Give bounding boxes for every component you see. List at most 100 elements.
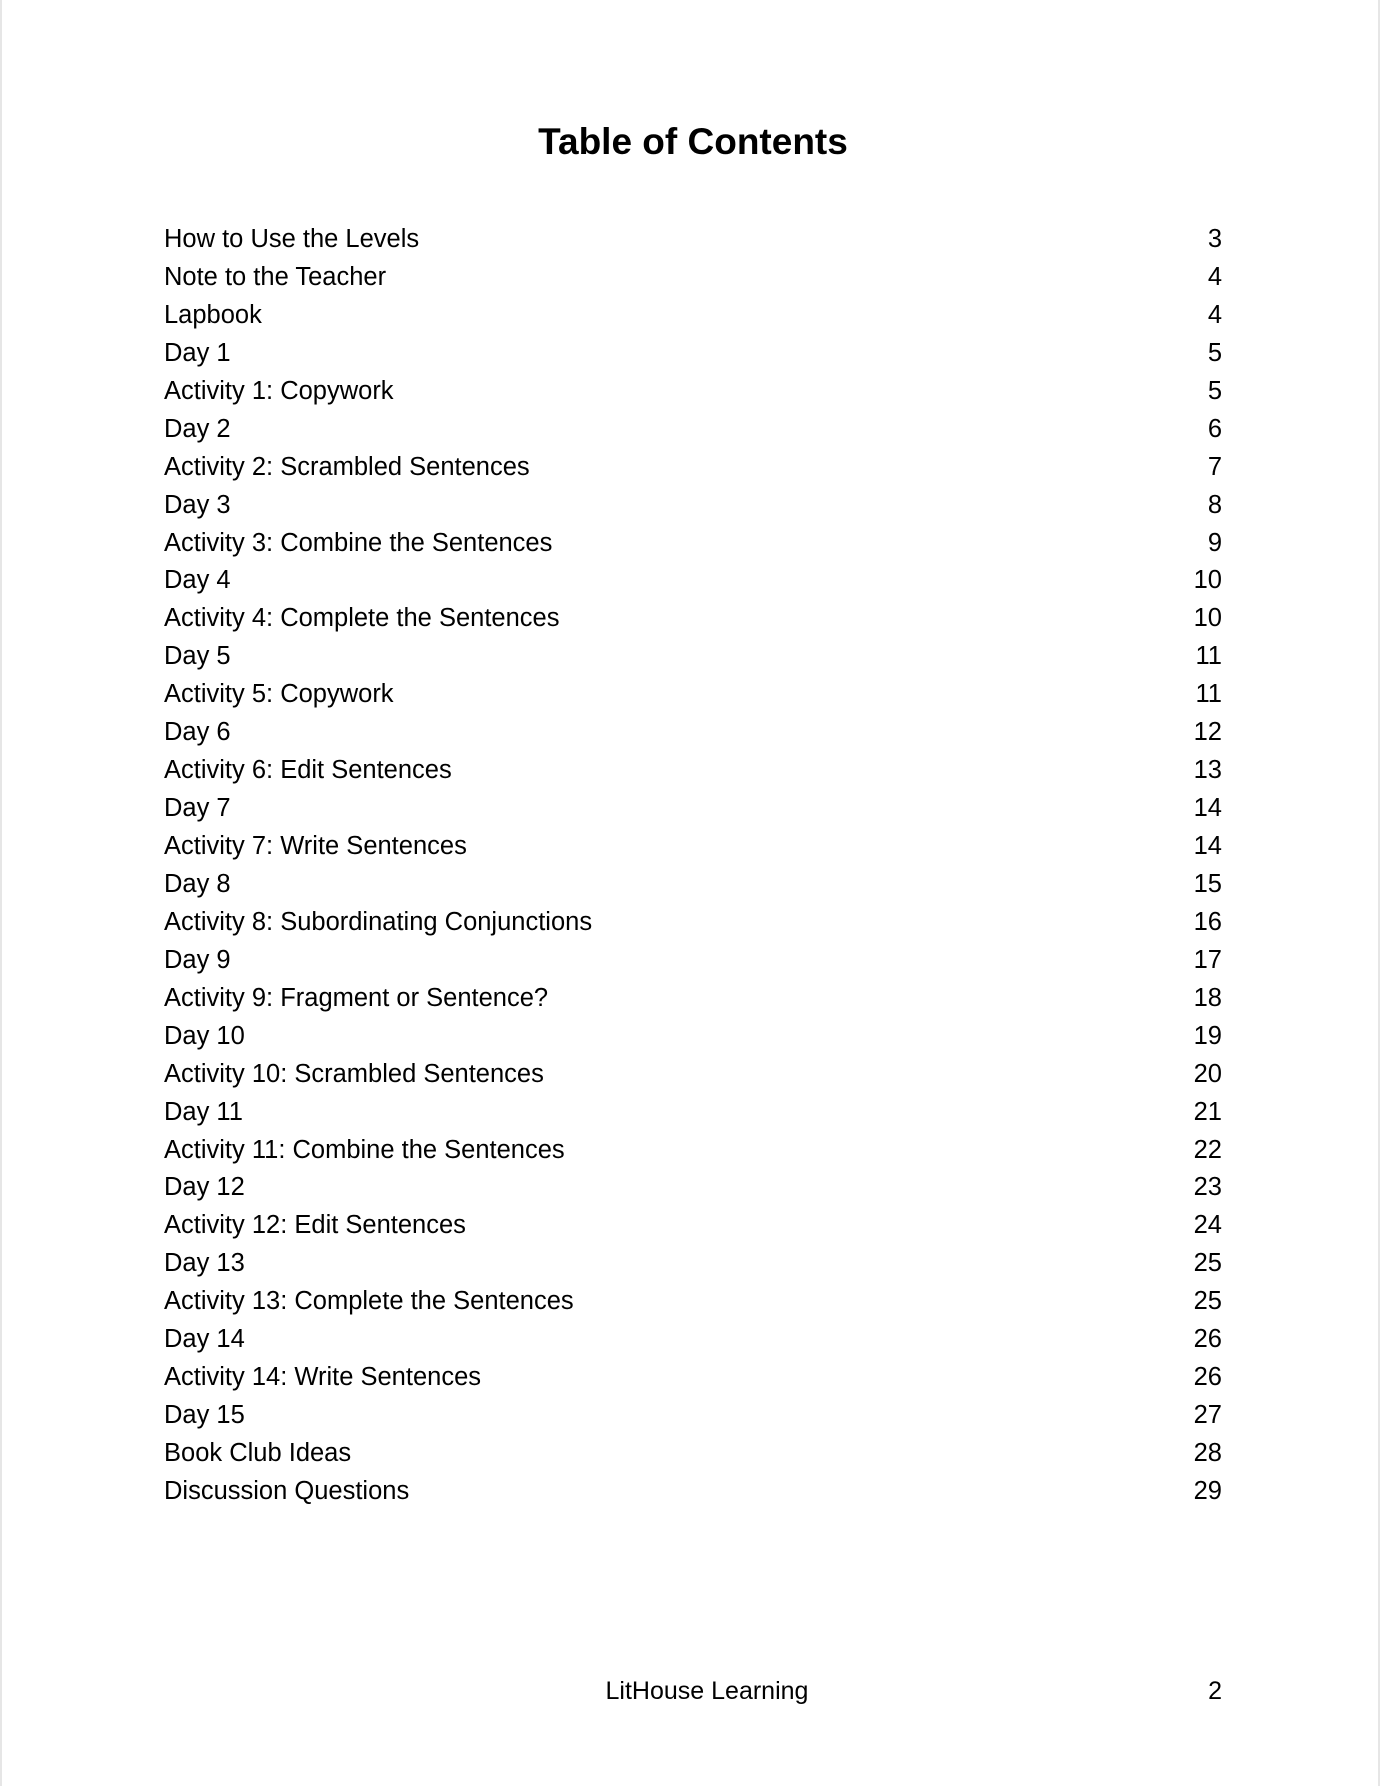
toc-entry: Note to the Teacher 4: [164, 258, 1222, 296]
toc-entry: Day 12 23: [164, 1168, 1222, 1206]
toc-entry-label: Activity 9: Fragment or Sentence?: [164, 983, 549, 1012]
footer-page-number: 2: [1208, 1677, 1222, 1705]
toc-entry-page: 19: [1193, 1021, 1222, 1050]
toc-entry: Day 10 19: [164, 1017, 1222, 1055]
toc-entry-page: 20: [1193, 1059, 1222, 1088]
toc-entry: Activity 12: Edit Sentences 24: [164, 1206, 1222, 1244]
toc-entry-page: 26: [1193, 1363, 1222, 1392]
toc-entry-page: 7: [1207, 452, 1222, 481]
toc-entry-label: Day 13: [164, 1249, 245, 1278]
toc-entry-page: 25: [1193, 1287, 1222, 1316]
toc-entry: Day 9 17: [164, 941, 1222, 979]
toc-entry-page: 24: [1193, 1211, 1222, 1240]
toc-entry-label: Day 12: [164, 1173, 245, 1202]
toc-entry-label: Activity 6: Edit Sentences: [164, 756, 452, 785]
toc-entry-label: Day 8: [164, 869, 231, 898]
toc-entry: Activity 11: Combine the Sentences 22: [164, 1131, 1222, 1169]
toc-entry-page: 10: [1193, 604, 1222, 633]
toc-entry-label: Activity 3: Combine the Sentences: [164, 528, 553, 557]
toc-entry-page: 4: [1207, 300, 1222, 329]
toc-entry: Day 3 8: [164, 486, 1222, 524]
toc-entry-page: 25: [1193, 1249, 1222, 1278]
toc-entry-label: Day 6: [164, 718, 231, 747]
toc-entry-label: Day 9: [164, 945, 231, 974]
toc-entry: Activity 8: Subordinating Conjunctions 16: [164, 903, 1222, 941]
toc-entry-page: 16: [1193, 907, 1222, 936]
toc-entry-label: Activity 12: Edit Sentences: [164, 1211, 466, 1240]
toc-entry: Activity 6: Edit Sentences 13: [164, 751, 1222, 789]
toc-entry: Activity 10: Scrambled Sentences 20: [164, 1055, 1222, 1093]
toc-entry: Day 1 5: [164, 334, 1222, 372]
toc-entry-page: 27: [1193, 1401, 1222, 1430]
toc-entry: Activity 14: Write Sentences 26: [164, 1358, 1222, 1396]
toc-entry-label: Activity 13: Complete the Sentences: [164, 1287, 574, 1316]
toc-entry-page: 11: [1195, 680, 1222, 709]
toc-entry-label: Lapbook: [164, 300, 262, 329]
toc-entry-label: Activity 2: Scrambled Sentences: [164, 452, 530, 481]
toc-entry: Activity 13: Complete the Sentences 25: [164, 1282, 1222, 1320]
toc-entry-page: 5: [1207, 338, 1222, 367]
toc-entry: Activity 9: Fragment or Sentence? 18: [164, 979, 1222, 1017]
toc-entry-label: Day 4: [164, 566, 231, 595]
toc-entry-label: Day 15: [164, 1401, 245, 1430]
toc-entry-label: Activity 11: Combine the Sentences: [164, 1135, 565, 1164]
toc-entry-label: Activity 1: Copywork: [164, 376, 394, 405]
toc-entry-label: Activity 4: Complete the Sentences: [164, 604, 560, 633]
toc-entry-label: Book Club Ideas: [164, 1439, 352, 1467]
toc-entry-label: Day 14: [164, 1325, 245, 1354]
toc-entry: Activity 4: Complete the Sentences 10: [164, 599, 1222, 637]
toc-entry-page: 29: [1193, 1476, 1222, 1505]
toc-entry-page: 6: [1207, 414, 1222, 443]
toc-entry: Day 4 10: [164, 561, 1222, 599]
toc-entry-label: Activity 8: Subordinating Conjunctions: [164, 907, 593, 936]
toc-entry-page: 26: [1193, 1325, 1222, 1354]
toc-entry-page: 23: [1193, 1173, 1222, 1202]
toc-entry-label: How to Use the Levels: [164, 225, 420, 253]
toc-entry-page: 14: [1193, 832, 1222, 860]
toc-entry-page: 4: [1207, 262, 1222, 291]
toc-entry-label: Day 3: [164, 490, 231, 519]
toc-entry-label: Day 1: [164, 338, 231, 367]
toc-entry-page: 22: [1193, 1135, 1222, 1164]
toc-entry: Day 8 15: [164, 865, 1222, 903]
toc-entry-page: 18: [1193, 983, 1222, 1012]
toc-entry: Day 7 14: [164, 789, 1222, 827]
toc-entry-page: 15: [1193, 869, 1222, 898]
toc-entry: Day 5 11: [164, 637, 1222, 675]
toc-entry: Book Club Ideas 28: [164, 1434, 1222, 1472]
toc-entry-label: Day 10: [164, 1021, 245, 1050]
toc-entry: Day 11 21: [164, 1093, 1222, 1131]
toc-entry-label: Activity 5: Copywork: [164, 680, 394, 709]
toc-entry: Day 2 6: [164, 410, 1222, 448]
toc-entry-label: Discussion Questions: [164, 1476, 410, 1505]
toc-entry-page: 14: [1193, 794, 1222, 823]
toc-entry-label: Note to the Teacher: [164, 262, 387, 291]
toc-entry-label: Activity 10: Scrambled Sentences: [164, 1059, 544, 1088]
toc-entry-page: 9: [1207, 528, 1222, 557]
toc-entry-label: Day 7: [164, 794, 231, 823]
toc-entry: Day 6 12: [164, 713, 1222, 751]
toc-entry: How to Use the Levels 3: [164, 220, 1222, 258]
toc-entry-page: 17: [1193, 945, 1222, 974]
toc-entry-label: Activity 14: Write Sentences: [164, 1363, 481, 1392]
toc-entry: Discussion Questions 29: [164, 1472, 1222, 1510]
toc-entry: Activity 7: Write Sentences 14: [164, 827, 1222, 865]
toc-entry: Day 13 25: [164, 1244, 1222, 1282]
toc-entry-page: 3: [1207, 225, 1222, 253]
toc-entry-page: 5: [1207, 376, 1222, 405]
toc-entry-page: 21: [1193, 1097, 1222, 1126]
footer-brand: LitHouse Learning: [605, 1677, 809, 1705]
page-title: Table of Contents: [538, 121, 848, 162]
toc-entry-label: Activity 7: Write Sentences: [164, 832, 467, 860]
toc-entry: Day 15 27: [164, 1396, 1222, 1434]
toc-entry-page: 10: [1193, 566, 1222, 595]
table-of-contents: How to Use the Levels 3 Note to the Teache…: [164, 220, 1222, 1510]
toc-entry-label: Day 11: [164, 1097, 243, 1126]
toc-entry: Day 14 26: [164, 1320, 1222, 1358]
toc-entry-page: 28: [1193, 1439, 1222, 1467]
toc-entry-page: 12: [1193, 718, 1222, 747]
toc-entry: Activity 5: Copywork 11: [164, 675, 1222, 713]
toc-entry-label: Day 2: [164, 414, 231, 443]
toc-entry: Activity 2: Scrambled Sentences 7: [164, 448, 1222, 486]
